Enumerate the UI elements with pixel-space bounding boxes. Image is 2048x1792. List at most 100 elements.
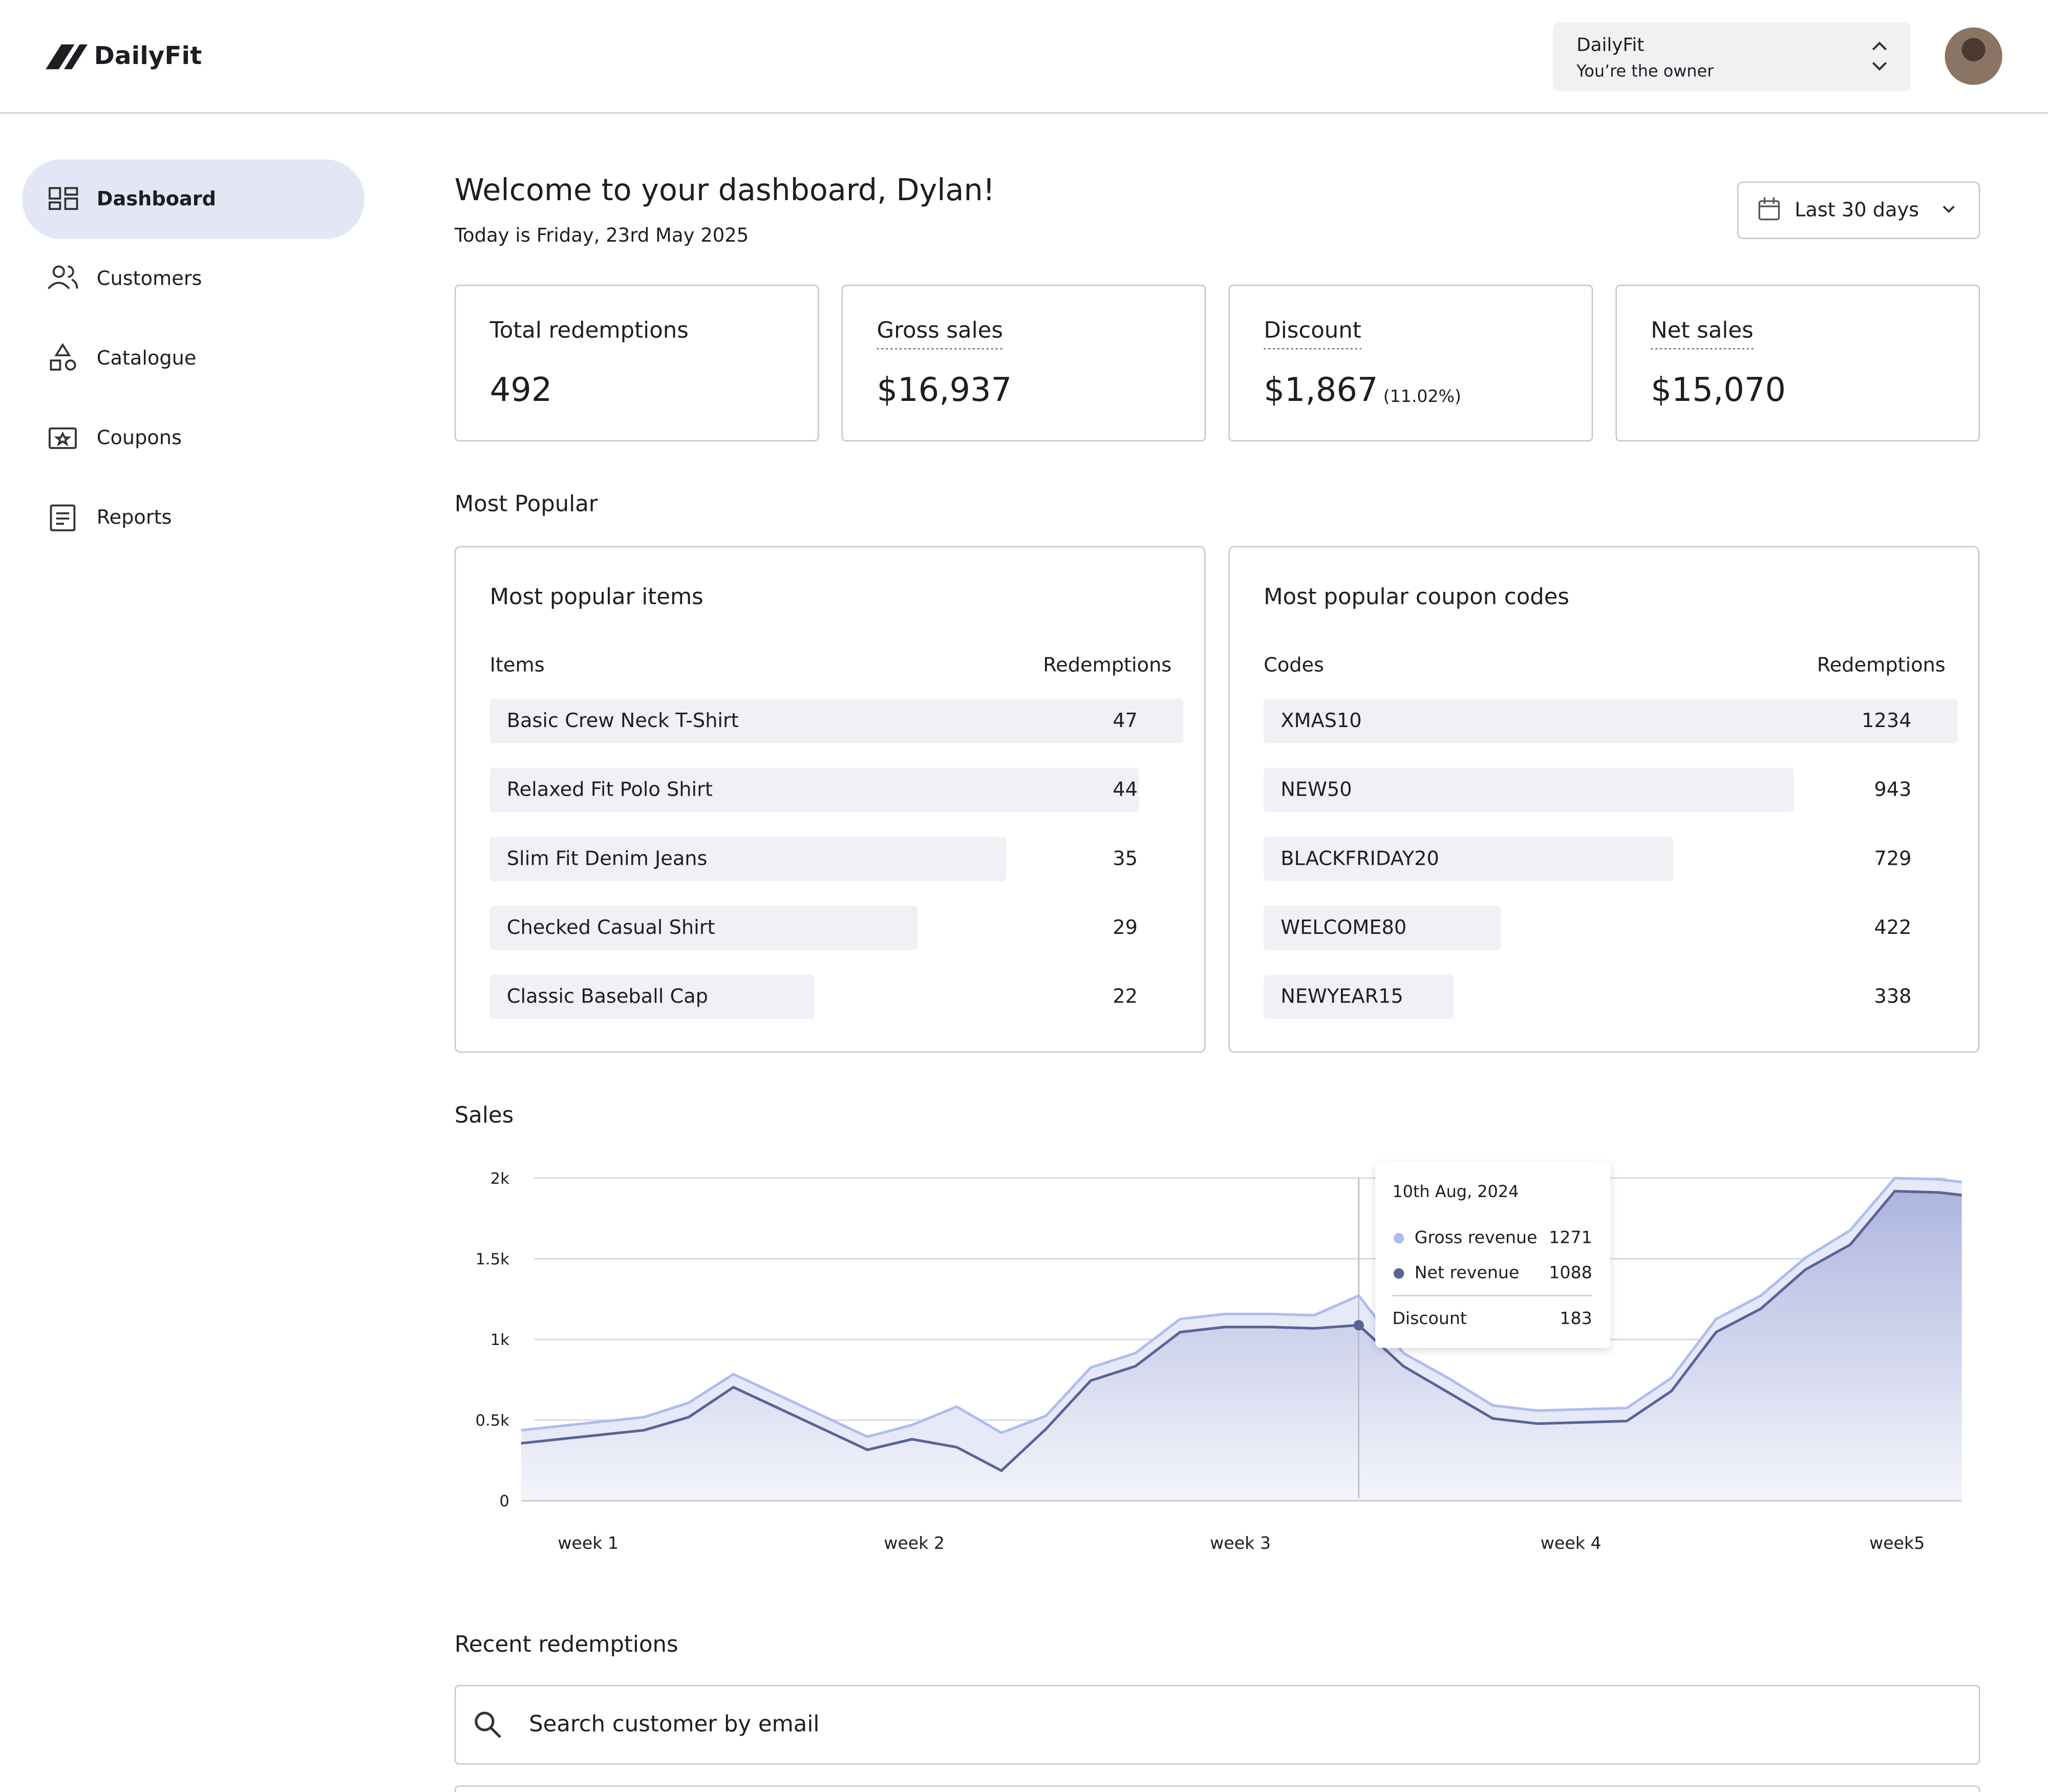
row-value: 47	[1113, 709, 1138, 732]
row-name: NEW50	[1281, 778, 1352, 801]
bar	[489, 905, 918, 950]
chevrons	[1872, 41, 1887, 71]
bar	[489, 767, 1139, 813]
stat-card	[454, 285, 819, 442]
search-placeholder: Search customer by email	[529, 1711, 819, 1737]
nav-item[interactable]: Catalogue	[97, 347, 197, 370]
chart-title: Sales	[455, 1103, 514, 1128]
row-value: 943	[1874, 778, 1911, 801]
nav-item[interactable]: Coupons	[97, 426, 182, 450]
row-name: Checked Casual Shirt	[507, 916, 715, 939]
stat-label: Gross sales	[877, 317, 1003, 343]
legend-name: Net revenue	[1415, 1263, 1520, 1283]
hover-dot	[1353, 1320, 1364, 1331]
legend-dot	[1393, 1233, 1404, 1244]
avatar-face	[1961, 37, 1986, 61]
stat-label: Total redemptions	[489, 317, 689, 343]
bar	[1264, 905, 1501, 950]
x-tick-label: week 2	[884, 1533, 945, 1553]
row-value: 729	[1874, 847, 1911, 870]
row-name: Basic Crew Neck T-Shirt	[507, 709, 739, 732]
brand: DailyFit	[94, 41, 202, 70]
bar	[489, 698, 1184, 743]
stat-value: 492	[490, 371, 552, 409]
y-tick-label: 1.5k	[475, 1251, 509, 1269]
table-title: Most popular items	[490, 584, 703, 610]
row-name: Relaxed Fit Polo Shirt	[507, 778, 713, 801]
row-value: 29	[1113, 916, 1138, 939]
stat-value: $16,937	[877, 371, 1012, 409]
tooltip	[1375, 1162, 1611, 1348]
row-value: 35	[1113, 847, 1138, 870]
row-value: 1234	[1862, 709, 1911, 732]
y-tick-label: 2k	[490, 1170, 509, 1188]
y-tick-label: 1k	[490, 1331, 509, 1349]
row-name: Classic Baseball Cap	[507, 985, 708, 1008]
row-value: 338	[1874, 985, 1911, 1008]
row-name: BLACKFRIDAY20	[1281, 847, 1439, 870]
column-header: Items	[490, 654, 545, 677]
nav-item[interactable]: Dashboard	[97, 187, 216, 210]
stat-value: $1,867	[1264, 371, 1378, 409]
legend-name: Gross revenue	[1415, 1227, 1538, 1247]
logo-icon	[46, 44, 88, 70]
row-value: 422	[1874, 916, 1911, 939]
bar	[1264, 974, 1454, 1019]
account-switcher[interactable]	[1553, 22, 1911, 92]
row-name: WELCOME80	[1281, 916, 1406, 939]
stat-card	[1228, 285, 1593, 442]
stat-card	[841, 285, 1206, 442]
tooltip-discount-label: Discount	[1392, 1308, 1467, 1328]
bar	[489, 974, 815, 1019]
column-header: Redemptions	[1043, 654, 1171, 677]
calendar-icon	[1758, 197, 1780, 221]
tooltip-date: 10th Aug, 2024	[1392, 1182, 1519, 1201]
stat-note: (11.02%)	[1383, 386, 1461, 406]
table-title: Most popular coupon codes	[1264, 584, 1569, 610]
y-tick-label: 0.5k	[475, 1412, 509, 1430]
x-tick-label: week 4	[1541, 1533, 1602, 1553]
stat-label: Discount	[1264, 317, 1361, 343]
range-select[interactable]	[1737, 181, 1980, 239]
series-line	[521, 1177, 1962, 1438]
account-role: You’re the owner	[1576, 61, 1714, 80]
bar	[489, 837, 1007, 881]
stat-card	[1615, 285, 1980, 442]
column-header: Redemptions	[1817, 654, 1946, 677]
section-title: Recent redemptions	[455, 1632, 678, 1657]
series-line	[521, 1189, 1962, 1473]
range-chevron	[1943, 205, 1955, 213]
nav-active-bg	[22, 159, 365, 239]
row-name: NEWYEAR15	[1281, 985, 1403, 1008]
welcome-date: Today is Friday, 23rd May 2025	[454, 224, 749, 246]
stat-label: Net sales	[1651, 317, 1753, 343]
row-value: 44	[1113, 778, 1138, 801]
account-name: DailyFit	[1576, 34, 1644, 55]
bar	[1264, 698, 1957, 743]
legend-value: 1271	[1549, 1227, 1592, 1247]
x-tick-label: week5	[1869, 1533, 1925, 1553]
tooltip-discount: 183	[1560, 1308, 1592, 1328]
net-area	[521, 1191, 1962, 1501]
row-name: Slim Fit Denim Jeans	[507, 847, 708, 870]
table-top	[454, 1785, 1980, 1792]
welcome-title: Welcome to your dashboard, Dylan!	[455, 173, 995, 207]
section-title: Most Popular	[455, 492, 598, 517]
row-name: XMAS10	[1281, 709, 1361, 732]
range-label: Last 30 days	[1795, 198, 1919, 221]
legend-value: 1088	[1549, 1263, 1592, 1283]
search-box[interactable]	[454, 1684, 1980, 1765]
x-tick-label: week 3	[1210, 1533, 1271, 1553]
legend-dot	[1393, 1268, 1404, 1279]
nav-item[interactable]: Customers	[97, 267, 202, 290]
nav-icons	[47, 187, 78, 531]
column-header: Codes	[1264, 654, 1324, 677]
y-tick-label: 0	[499, 1492, 509, 1510]
stat-value: $15,070	[1651, 371, 1786, 409]
bar	[1264, 767, 1794, 813]
row-value: 22	[1113, 985, 1138, 1008]
x-tick-label: week 1	[558, 1533, 618, 1553]
bar	[1264, 837, 1674, 881]
nav-item[interactable]: Reports	[97, 506, 172, 529]
